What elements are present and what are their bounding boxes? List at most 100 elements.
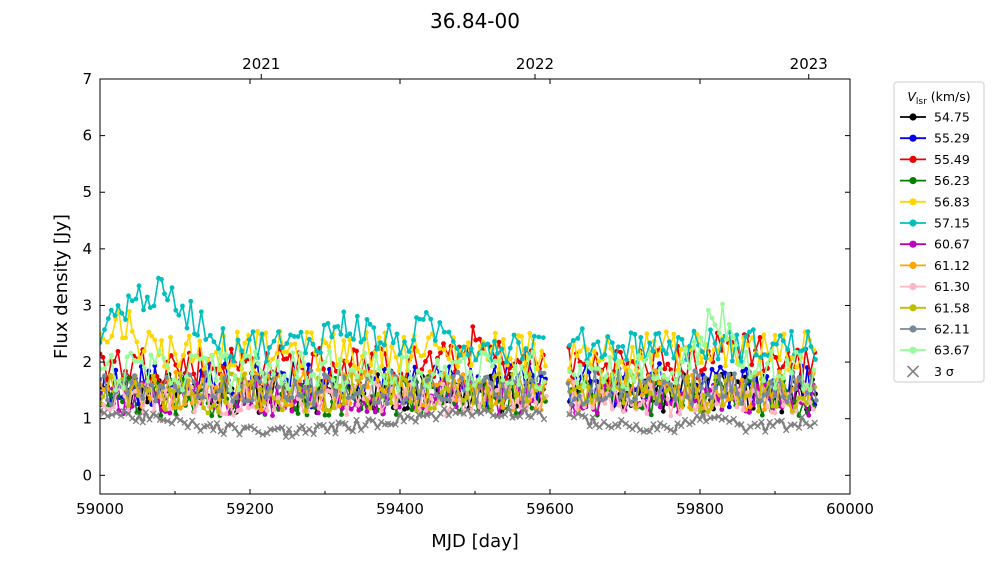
sigma-point: [142, 409, 150, 416]
data-point-57.15: [119, 310, 125, 316]
data-point-61.30: [640, 399, 646, 404]
data-point-60.67: [315, 410, 321, 416]
data-point-63.67: [301, 360, 307, 366]
data-point-56.83: [501, 336, 506, 342]
sigma-point: [344, 425, 352, 433]
data-point-63.67: [453, 359, 459, 365]
sigma-point: [660, 422, 668, 430]
data-point-61.58: [756, 408, 761, 414]
data-point-57.15: [390, 340, 396, 346]
data-point-57.15: [184, 325, 190, 331]
data-point-60.67: [453, 404, 459, 410]
data-point-54.75: [405, 405, 410, 411]
data-point-57.15: [115, 303, 121, 308]
data-point-61.58: [709, 403, 715, 408]
data-point-63.67: [164, 363, 170, 368]
data-point-63.67: [408, 375, 413, 381]
sigma-point: [203, 422, 211, 430]
data-point-56.83: [585, 347, 590, 352]
sigma-point: [540, 415, 548, 423]
data-point-56.83: [113, 316, 119, 322]
data-point-63.67: [203, 356, 209, 361]
data-point-56.83: [608, 346, 614, 351]
data-point-55.49: [749, 362, 755, 368]
sigma-point: [404, 412, 411, 420]
data-point-61.12: [365, 384, 371, 390]
legend-label: 57.15: [934, 216, 970, 231]
data-point-61.58: [499, 400, 505, 406]
data-point-63.67: [282, 373, 287, 379]
data-point-57.15: [507, 345, 513, 351]
sigma-point: [592, 421, 600, 429]
legend-label: 54.75: [934, 110, 970, 125]
data-point-62.11: [492, 392, 498, 398]
sigma-point: [353, 416, 360, 424]
sigma-point: [231, 424, 239, 432]
data-point-56.83: [468, 363, 474, 369]
data-point-56.83: [149, 333, 155, 339]
data-point-56.83: [347, 337, 353, 342]
data-point-61.30: [637, 402, 643, 408]
data-point-57.15: [211, 339, 217, 345]
data-point-61.58: [177, 371, 183, 376]
data-point-56.83: [379, 363, 385, 369]
data-point-62.11: [784, 399, 790, 405]
data-point-63.67: [156, 348, 162, 354]
data-point-61.58: [720, 403, 725, 409]
data-point-57.15: [162, 291, 167, 297]
data-point-63.67: [161, 356, 167, 361]
data-point-62.11: [403, 396, 409, 402]
data-point-61.58: [279, 407, 285, 413]
sigma-point: [586, 422, 594, 430]
data-point-61.12: [500, 405, 506, 410]
data-point-57.15: [457, 353, 463, 358]
sigma-point: [693, 412, 701, 419]
sigma-point: [581, 413, 589, 420]
y-axis: 0 1 2 3 4 5 6 7: [82, 70, 850, 484]
plot-area: [99, 78, 851, 495]
data-point-62.11: [541, 370, 547, 376]
data-point-61.30: [107, 407, 113, 412]
data-point-57.15: [570, 338, 576, 343]
legend-title: Vlsr (km/s): [907, 89, 970, 107]
data-point-61.30: [692, 408, 698, 414]
data-point-57.15: [136, 283, 142, 289]
data-point-63.67: [523, 374, 529, 380]
data-point-62.11: [723, 393, 728, 399]
x-tick-label: 59200: [226, 500, 274, 518]
data-point-63.67: [435, 357, 440, 363]
data-point-55.49: [662, 366, 668, 372]
data-point-62.11: [758, 398, 764, 404]
data-point-57.15: [620, 344, 626, 349]
data-point-57.15: [386, 322, 392, 328]
data-point-61.30: [510, 404, 516, 410]
data-point-61.58: [585, 384, 591, 390]
data-point-57.15: [295, 334, 301, 339]
data-point-63.67: [513, 363, 518, 369]
data-point-57.15: [750, 327, 756, 333]
data-point-62.11: [311, 402, 317, 407]
sigma-point: [100, 407, 104, 415]
data-point-63.67: [358, 368, 364, 374]
data-point-57.15: [112, 313, 118, 318]
sigma-point: [168, 419, 176, 427]
data-point-56.83: [630, 344, 635, 350]
data-point-61.30: [186, 391, 191, 396]
data-point-63.67: [465, 386, 470, 392]
data-point-54.75: [779, 409, 785, 415]
data-point-62.11: [503, 394, 509, 400]
data-point-61.30: [344, 412, 350, 418]
data-point-63.67: [210, 353, 215, 358]
data-point-62.11: [333, 392, 338, 397]
data-point-56.83: [596, 358, 602, 364]
data-point-56.83: [723, 363, 728, 369]
data-point-63.67: [780, 375, 786, 381]
sigma-point: [795, 424, 803, 431]
data-point-56.83: [134, 339, 140, 345]
data-point-56.83: [534, 366, 540, 372]
data-point-63.67: [756, 362, 762, 367]
data-point-61.58: [261, 400, 267, 405]
data-point-56.83: [176, 363, 182, 369]
data-point-61.30: [246, 405, 251, 411]
data-point-62.11: [568, 402, 574, 407]
